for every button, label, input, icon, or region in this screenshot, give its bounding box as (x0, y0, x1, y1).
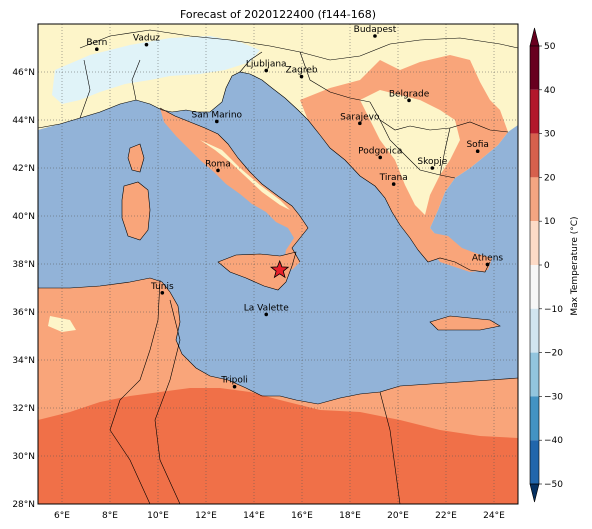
map-frame (37, 23, 519, 505)
city-label: Skopje (417, 157, 447, 167)
longitude-tick-label: 6°E (54, 511, 70, 521)
colorbar-label: Max Temperature (°C) (570, 216, 580, 315)
latitude-tick-label: 28°N (12, 500, 35, 510)
colorbar-segment (530, 46, 539, 90)
balkans-interior (360, 90, 460, 215)
colorbar-tick-label: 50 (544, 42, 556, 52)
colorbar: 50 40 30 20 10 0 −10 −20 −30 −40 −50 (529, 27, 563, 503)
colorbar-extend-min (529, 483, 540, 503)
city-label: Ljubljana (246, 60, 287, 70)
city-dot (485, 262, 490, 267)
longitude-tick-label: 8°E (102, 511, 118, 521)
city-label: Tirana (379, 173, 408, 183)
sardinia-land (122, 182, 150, 240)
city-label: Tunis (150, 282, 174, 292)
city-dot (215, 119, 219, 124)
colorbar-segment (530, 133, 539, 178)
longitude-tick-label: 22°E (435, 511, 457, 521)
city-label: Belgrade (389, 89, 430, 99)
city-dot (391, 182, 396, 186)
colorbar-segment (530, 440, 539, 484)
latitude-tick-label: 44°N (12, 116, 35, 126)
city-label: Podgorica (358, 146, 402, 156)
colorbar-segment (530, 396, 539, 441)
colorbar-tick-label: −30 (544, 392, 563, 402)
colorbar-segment (530, 265, 539, 309)
colorbar-segment (530, 308, 539, 353)
colorbar-tick-label: 10 (544, 217, 556, 227)
sicily-land (218, 252, 296, 290)
city-label: Athens (472, 253, 503, 263)
city-dot (378, 155, 383, 160)
colorbar-tick-label: −20 (544, 349, 563, 359)
colorbar-tick-label: 0 (544, 261, 550, 271)
colorbar-tick-label: −50 (544, 480, 563, 490)
country-borders (38, 29, 518, 504)
city-dot (95, 47, 99, 51)
longitude-labels: 6°E 8°E 10°E 12°E 14°E 16°E 18°E 20°E 22°E 24°E (54, 511, 505, 521)
forecast-point-star[interactable] (270, 259, 290, 279)
longitude-tick-label: 18°E (339, 511, 361, 521)
city-dot (264, 68, 269, 73)
longitude-tick-label: 14°E (243, 511, 265, 521)
latitude-labels: 46°N 44°N 42°N 40°N 38°N 36°N 34°N 32°N 30°N 28°N (12, 68, 35, 510)
city-dot (232, 384, 237, 389)
colorbar-tick-label: 40 (544, 86, 556, 96)
longitude-tick-label: 12°E (195, 511, 217, 521)
city-label: Sofia (466, 140, 488, 150)
colorbar-segment (530, 177, 539, 222)
italy-interior (200, 140, 290, 210)
city-label: Budapest (354, 25, 397, 35)
city-label: Bern (86, 38, 107, 48)
latitude-tick-label: 34°N (12, 356, 35, 366)
city-dot (358, 121, 362, 126)
colorbar-segment (530, 221, 539, 265)
city-dot (160, 291, 165, 295)
latitude-tick-label: 36°N (12, 308, 35, 318)
longitude-tick-label: 20°E (387, 511, 409, 521)
colorbar-extend-max (529, 27, 540, 47)
colorbar-tick-label: −40 (544, 436, 563, 446)
latitude-tick-label: 42°N (12, 164, 35, 174)
city-label: Vaduz (133, 34, 160, 44)
city-label: Zagreb (285, 66, 317, 76)
latitude-tick-label: 38°N (12, 260, 35, 270)
alps-cold (52, 36, 260, 104)
longitude-tick-label: 24°E (483, 511, 505, 521)
city-dot (264, 312, 269, 317)
latitude-tick-label: 40°N (12, 212, 35, 222)
city-label: La Valette (244, 303, 289, 313)
city-dot (430, 166, 435, 170)
longitude-tick-label: 16°E (291, 511, 313, 521)
longitude-tick-label: 10°E (147, 511, 169, 521)
latitude-tick-label: 46°N (12, 68, 35, 78)
italy-land (160, 108, 308, 270)
city-dot (144, 42, 149, 47)
city-dot (299, 74, 304, 79)
colorbar-tick-label: −10 (544, 305, 563, 315)
city-dot (216, 168, 220, 173)
colorbar-tick-label: 30 (544, 130, 556, 140)
colorbar-tick-label: 20 (544, 173, 556, 183)
colorbar-segment (530, 89, 539, 134)
colorbar-segment (530, 352, 539, 397)
greece-land (428, 232, 492, 272)
city-dot (407, 98, 411, 103)
corsica-land (128, 144, 144, 172)
city-dot (373, 34, 377, 38)
map-title: Forecast of 2020122400 (f144-168) (180, 8, 376, 21)
city-label: Tripoli (220, 376, 248, 386)
city-dot (475, 149, 480, 153)
latitude-tick-label: 32°N (12, 404, 35, 414)
graticule (38, 24, 518, 504)
city-label: San Marino (192, 110, 243, 120)
city-label: Roma (205, 159, 231, 169)
city-label: Sarajevo (340, 112, 380, 122)
latitude-tick-label: 30°N (12, 452, 35, 462)
